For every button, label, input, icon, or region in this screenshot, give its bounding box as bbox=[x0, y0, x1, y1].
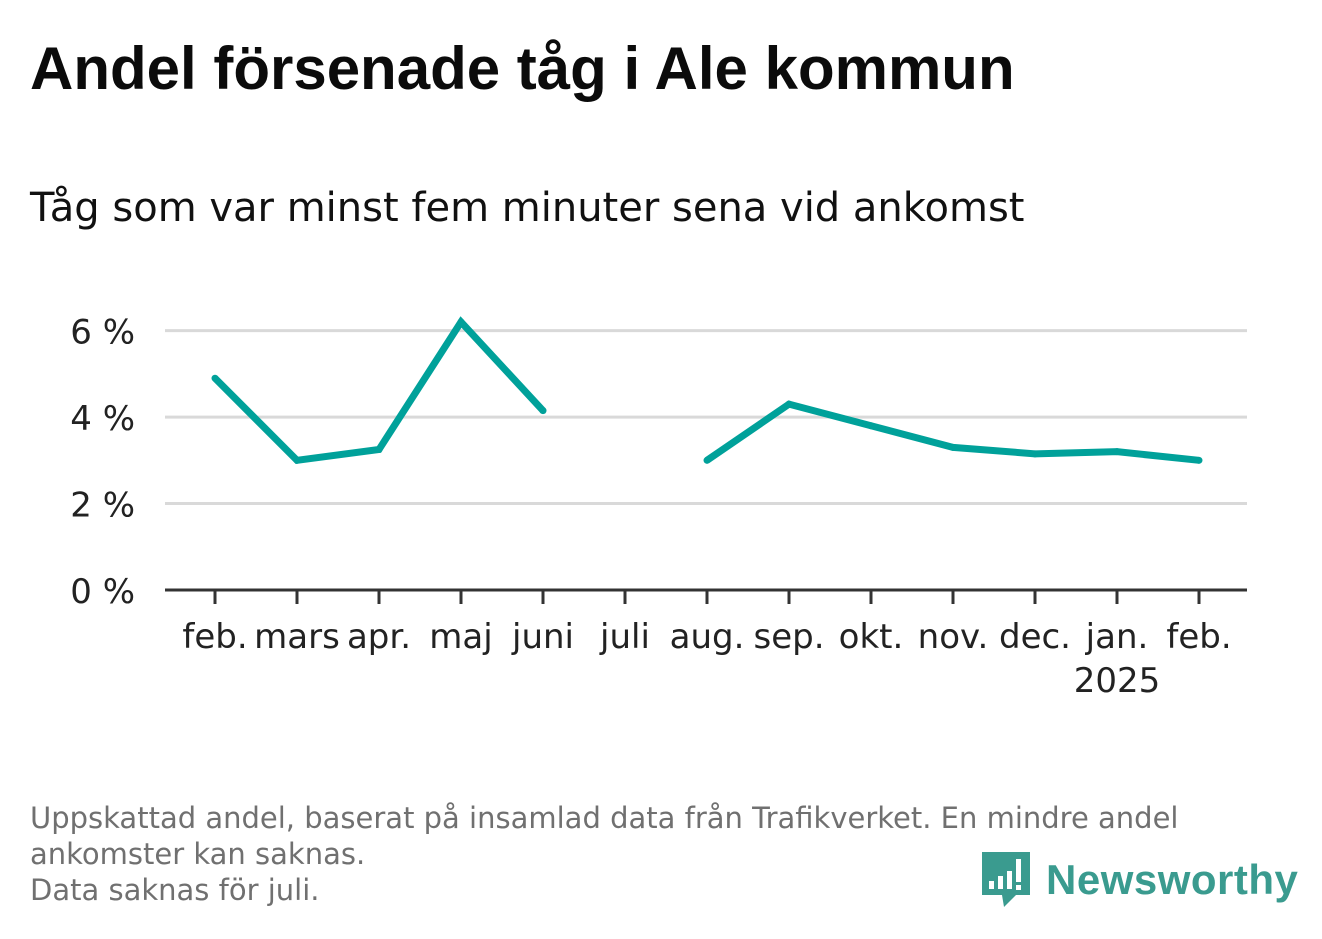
x-tick-label: apr. bbox=[347, 617, 411, 657]
x-tick-label: mars bbox=[254, 617, 340, 657]
y-tick-label: 0 % bbox=[70, 572, 135, 612]
y-tick-label: 4 % bbox=[70, 399, 135, 439]
footnote-line-3: Data saknas för juli. bbox=[30, 873, 320, 907]
data-point bbox=[539, 407, 547, 415]
newsworthy-logo-text: Newsworthy bbox=[1046, 856, 1299, 903]
chart-subtitle: Tåg som var minst fem minuter sena vid a… bbox=[30, 185, 1025, 231]
line-chart: 0 %2 %4 %6 % feb. mars apr. maj juni juli aug.… bbox=[70, 313, 1247, 701]
x-tick-label: maj bbox=[429, 617, 492, 657]
x-tick-label: jan. bbox=[1085, 617, 1149, 657]
data-point bbox=[867, 422, 875, 430]
x-tick-label: juli bbox=[599, 617, 650, 657]
x-tick-label: feb. bbox=[1166, 617, 1231, 657]
footnote: Uppskattad andel, baserat på insamlad da… bbox=[30, 800, 1290, 908]
x-tick-label: nov. bbox=[918, 617, 989, 657]
footnote-line-2: ankomster kan saknas. bbox=[30, 837, 366, 871]
data-point bbox=[293, 456, 301, 464]
data-point bbox=[1113, 448, 1121, 456]
y-tick-label: 2 % bbox=[70, 486, 135, 526]
data-point bbox=[703, 456, 711, 464]
footnote-line-1: Uppskattad andel, baserat på insamlad da… bbox=[30, 801, 1179, 835]
data-point bbox=[375, 446, 383, 454]
x-axis bbox=[165, 588, 1247, 604]
series-line-segment bbox=[212, 316, 546, 465]
data-point bbox=[949, 443, 957, 451]
y-axis-tick-labels: 0 % 2 % 4 % 6 % bbox=[70, 313, 135, 612]
newsworthy-logo: Newsworthy bbox=[980, 848, 1298, 912]
x-tick-label: okt. bbox=[839, 617, 904, 657]
data-point bbox=[211, 374, 219, 382]
y-tick-label: 6 % bbox=[70, 313, 135, 353]
data-point bbox=[457, 318, 465, 326]
data-point bbox=[1195, 456, 1203, 464]
grid-lines bbox=[165, 329, 1247, 506]
x-tick-label: dec. bbox=[999, 617, 1071, 657]
x-axis-tick-labels: feb. mars apr. maj juni juli aug. sep. okt. nov. d… bbox=[182, 617, 1231, 701]
x-tick-label: aug. bbox=[670, 617, 745, 657]
x-tick-label: sep. bbox=[753, 617, 824, 657]
series-line-segment bbox=[705, 400, 1200, 464]
x-tick-label: juni bbox=[511, 617, 574, 657]
x-tick-label: feb. bbox=[182, 617, 247, 657]
series-layer bbox=[211, 316, 1203, 465]
newsworthy-logo-icon bbox=[982, 852, 1030, 907]
data-point bbox=[1031, 450, 1039, 458]
data-point bbox=[785, 400, 793, 408]
x-year-label: 2025 bbox=[1074, 661, 1161, 701]
chart-title: Andel försenade tåg i Ale kommun bbox=[30, 35, 1015, 102]
